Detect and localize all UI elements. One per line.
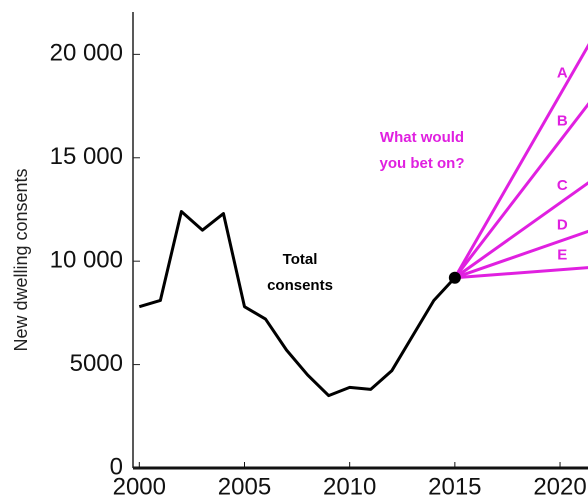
scenario-line <box>454 229 588 280</box>
scenario-line <box>454 266 588 280</box>
scenario-title: What would you bet on? <box>380 129 465 172</box>
y-tick-label: 20 000 <box>50 40 123 67</box>
scenario-label: B <box>557 112 568 129</box>
y-tick-label: 15 000 <box>50 143 123 170</box>
scenario-label: C <box>557 177 568 194</box>
scenario-label: E <box>557 246 567 263</box>
scenario-line <box>453 181 588 279</box>
x-tick-label: 2005 <box>218 473 271 500</box>
x-tick-label: 2015 <box>428 473 481 500</box>
end-point <box>448 271 461 284</box>
y-axis-label: New dwelling consents <box>11 168 31 351</box>
scenario-label: A <box>557 64 568 81</box>
scenario-label: D <box>557 217 568 234</box>
x-tick-label: 2000 <box>113 473 166 500</box>
x-tick-label: 2020 <box>533 473 586 500</box>
scenario-line <box>453 102 588 279</box>
y-tick-label: 10 000 <box>50 247 123 274</box>
y-tick-label: 5000 <box>70 350 123 377</box>
scenario-line <box>453 43 588 279</box>
series-line <box>138 210 456 398</box>
y-tick-label: 0 <box>110 453 123 480</box>
x-tick-label: 2010 <box>323 473 376 500</box>
series-label: Total consents <box>267 251 333 294</box>
